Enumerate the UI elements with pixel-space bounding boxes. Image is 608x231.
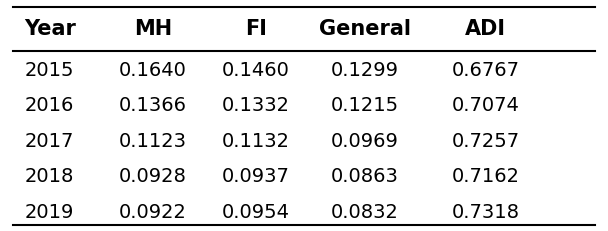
Text: 0.0969: 0.0969 [331,131,398,150]
Text: 2018: 2018 [25,167,75,185]
Text: 0.0937: 0.0937 [222,167,289,185]
Text: 0.0832: 0.0832 [331,202,398,221]
Text: 2017: 2017 [25,131,75,150]
Text: 0.1132: 0.1132 [221,131,289,150]
Text: 0.1215: 0.1215 [331,96,399,115]
Text: 2016: 2016 [25,96,75,115]
Text: 0.1460: 0.1460 [222,60,289,79]
Text: 0.1640: 0.1640 [119,60,187,79]
Text: 0.7074: 0.7074 [452,96,519,115]
Text: 0.0863: 0.0863 [331,167,398,185]
Text: 0.7257: 0.7257 [452,131,520,150]
Text: 0.1332: 0.1332 [221,96,289,115]
Text: MH: MH [134,19,171,39]
Text: Year: Year [24,19,76,39]
Text: 2019: 2019 [25,202,75,221]
Text: 0.1366: 0.1366 [119,96,187,115]
Text: 0.0954: 0.0954 [221,202,289,221]
Text: 0.0928: 0.0928 [119,167,187,185]
Text: General: General [319,19,410,39]
Text: FI: FI [244,19,266,39]
Text: 0.1299: 0.1299 [331,60,398,79]
Text: 0.0922: 0.0922 [119,202,187,221]
Text: ADI: ADI [465,19,506,39]
Text: 0.6767: 0.6767 [452,60,520,79]
Text: 2015: 2015 [25,60,75,79]
Text: 0.1123: 0.1123 [119,131,187,150]
Text: 0.7318: 0.7318 [452,202,520,221]
Text: 0.7162: 0.7162 [452,167,520,185]
